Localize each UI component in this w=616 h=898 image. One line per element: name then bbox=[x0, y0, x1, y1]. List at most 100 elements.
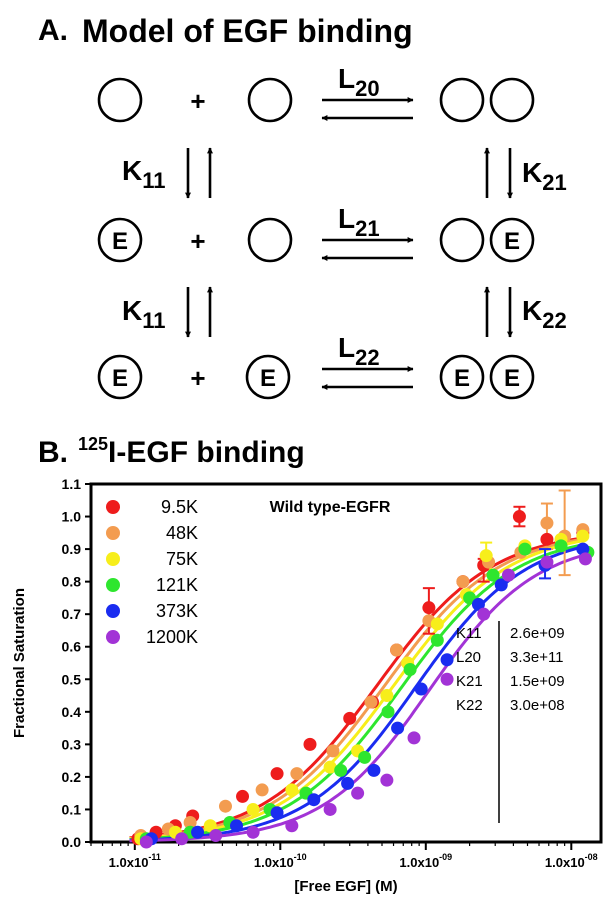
rate-l21: L21 bbox=[338, 203, 380, 241]
data-point-121K bbox=[486, 568, 500, 582]
data-point-121K bbox=[430, 633, 444, 647]
egf-bound-circle-r3-left bbox=[97, 354, 143, 400]
data-point-48K bbox=[183, 815, 197, 829]
data-point-75K bbox=[479, 549, 493, 563]
data-point-121K bbox=[334, 763, 348, 777]
egf-label: E bbox=[112, 365, 128, 392]
data-point-1200K bbox=[209, 828, 223, 842]
data-point-48K bbox=[390, 643, 404, 657]
data-point-373K bbox=[391, 721, 405, 735]
legend-marker bbox=[106, 500, 120, 514]
y-tick-label: 0.5 bbox=[62, 671, 82, 687]
parameter-name: K11 bbox=[456, 625, 482, 642]
parameter-name: K21 bbox=[456, 673, 483, 690]
data-point-75K bbox=[203, 819, 217, 833]
parameter-table: K11 2.6e+09 L20 3.3e+11 K21 1.5e+09 K22 3.0e+08 bbox=[456, 621, 565, 823]
parameter-value: 3.0e+08 bbox=[510, 697, 565, 714]
y-tick-label: 1.1 bbox=[62, 476, 82, 492]
data-point-1200K bbox=[139, 835, 153, 849]
data-point-48K bbox=[290, 767, 304, 781]
dimer-circle-r2-left bbox=[439, 217, 485, 263]
legend-marker bbox=[106, 526, 120, 540]
legend-label: 373K bbox=[156, 601, 198, 621]
data-point-121K bbox=[381, 705, 395, 719]
dimer-circle-r1-left bbox=[439, 77, 485, 123]
data-point-1200K bbox=[501, 568, 515, 582]
data-point-1200K bbox=[578, 552, 592, 566]
data-point-9.5K bbox=[540, 532, 554, 546]
legend-label: 48K bbox=[166, 523, 198, 543]
data-point-75K bbox=[380, 689, 394, 703]
data-point-48K bbox=[255, 783, 269, 797]
legend-marker bbox=[106, 578, 120, 592]
data-point-1200K bbox=[440, 672, 454, 686]
y-tick-label: 0.6 bbox=[62, 639, 82, 655]
panel-a: A. Model of EGF binding + L20 K11 K21 E … bbox=[38, 13, 567, 400]
data-point-121K bbox=[518, 542, 532, 556]
x-tick-label: 1.0x10-08 bbox=[545, 852, 598, 870]
rate-k11-a: K11 bbox=[122, 155, 166, 193]
y-tick-label: 0.9 bbox=[62, 541, 82, 557]
data-point-373K bbox=[367, 763, 381, 777]
data-point-75K bbox=[323, 760, 337, 774]
dimer-circle-r1-right bbox=[489, 77, 535, 123]
rate-l20: L20 bbox=[338, 63, 380, 101]
receptor-circle-r1-right bbox=[247, 77, 293, 123]
data-point-1200K bbox=[407, 731, 421, 745]
parameter-name: L20 bbox=[456, 649, 481, 666]
plot-frame bbox=[89, 482, 603, 844]
data-point-1200K bbox=[380, 773, 394, 787]
rate-k21: K21 bbox=[522, 157, 567, 195]
panel-b-title: 125I-EGF binding bbox=[78, 434, 305, 469]
rate-k22: K22 bbox=[522, 295, 567, 333]
y-tick-label: 0.2 bbox=[62, 769, 82, 785]
data-point-1200K bbox=[323, 802, 337, 816]
parameter-value: 2.6e+09 bbox=[510, 625, 565, 642]
y-tick-label: 0.0 bbox=[62, 834, 82, 850]
data-point-75K bbox=[246, 802, 260, 816]
data-point-121K bbox=[554, 539, 568, 553]
data-point-1200K bbox=[540, 555, 554, 569]
y-tick-label: 1.0 bbox=[62, 509, 82, 525]
y-tick-label: 0.4 bbox=[62, 704, 82, 720]
data-point-373K bbox=[270, 806, 284, 820]
x-tick-label: 1.0x10-11 bbox=[109, 852, 161, 870]
data-point-373K bbox=[307, 793, 321, 807]
data-point-373K bbox=[471, 597, 485, 611]
data-point-373K bbox=[230, 819, 244, 833]
legend-label: 75K bbox=[166, 549, 198, 569]
data-point-373K bbox=[341, 776, 355, 790]
legend-marker bbox=[106, 604, 120, 618]
data-point-9.5K bbox=[422, 601, 436, 615]
data-point-373K bbox=[414, 682, 428, 696]
dimer-circle-r2-right bbox=[489, 217, 535, 263]
data-point-48K bbox=[218, 799, 232, 813]
y-tick-label: 0.8 bbox=[62, 574, 82, 590]
plus-sign-r3: + bbox=[190, 363, 205, 393]
data-point-75K bbox=[576, 529, 590, 543]
data-point-9.5K bbox=[512, 510, 526, 524]
panel-b-letter: B. bbox=[38, 436, 68, 469]
x-axis: 1.0x10-11 1.0x10-10 1.0x10-09 1.0x10-08 bbox=[90, 842, 598, 870]
receptor-circle-r2-right bbox=[247, 217, 293, 263]
data-point-121K bbox=[358, 750, 372, 764]
egf-label: E bbox=[260, 365, 276, 392]
parameter-value: 1.5e+09 bbox=[510, 673, 565, 690]
egf-bound-circle-r2-left bbox=[97, 217, 143, 263]
legend-label: 9.5K bbox=[161, 497, 198, 517]
dimer-circle-r3-left bbox=[439, 354, 485, 400]
data-point-1200K bbox=[175, 832, 189, 846]
egf-bound-circle-r3-right bbox=[245, 354, 291, 400]
panel-b: B. 125I-EGF binding 0.00.10.20.30.40.50.… bbox=[11, 434, 603, 895]
parameter-name: K22 bbox=[456, 697, 483, 714]
y-tick-label: 0.3 bbox=[62, 736, 82, 752]
plus-sign-r1: + bbox=[190, 86, 205, 116]
parameter-value: 3.3e+11 bbox=[510, 649, 564, 666]
egf-label: E bbox=[504, 365, 520, 392]
data-point-48K bbox=[364, 695, 378, 709]
y-tick-label: 0.7 bbox=[62, 606, 82, 622]
data-point-48K bbox=[456, 575, 470, 589]
legend: 9.5K 48K 75K 121K 373K 1200K bbox=[106, 497, 198, 647]
data-point-1200K bbox=[246, 825, 260, 839]
